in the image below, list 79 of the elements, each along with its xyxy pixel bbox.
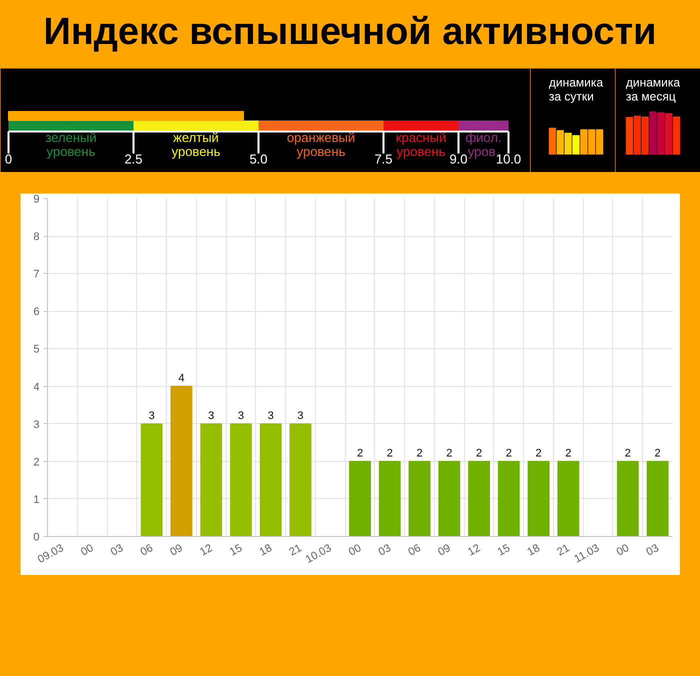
- data-label: 3: [268, 410, 274, 422]
- bar: [260, 423, 282, 536]
- bar: [556, 130, 564, 154]
- bar: [290, 423, 312, 536]
- x-tick-label: 7.5: [374, 152, 393, 166]
- data-label: 2: [476, 447, 482, 460]
- data-label: 2: [506, 447, 512, 460]
- band-label: оранжевый уровень: [286, 130, 356, 160]
- x-tick-label: 21: [555, 542, 572, 559]
- data-label: 2: [386, 447, 393, 460]
- chart-title: динамика за месяц: [626, 76, 680, 104]
- x-tick-label: 9.0: [449, 152, 468, 166]
- bar: [498, 460, 520, 536]
- x-tick-label: 06: [138, 542, 156, 559]
- data-label: 2: [565, 447, 572, 460]
- bar: [468, 460, 490, 536]
- y-tick-label: 0: [33, 532, 40, 544]
- y-tick-label: 5: [33, 344, 40, 356]
- y-tick-label: 9: [33, 194, 40, 206]
- x-tick-label: 09: [168, 542, 185, 559]
- y-tick-label: 1: [33, 494, 40, 506]
- x-tick-label: 2.5: [124, 152, 143, 166]
- bar: [528, 460, 550, 536]
- bar: [646, 460, 669, 536]
- x-tick-label: 03: [644, 542, 661, 559]
- x-tick-label: 15: [228, 542, 244, 559]
- x-tick-label: 00: [346, 542, 364, 559]
- bar: [349, 460, 371, 536]
- bar: [564, 132, 572, 154]
- bar: [408, 460, 430, 536]
- data-label: 2: [624, 447, 631, 460]
- bar: [170, 386, 192, 536]
- data-label: 2: [446, 447, 452, 460]
- data-label: 4: [178, 372, 184, 384]
- x-tick-label: 03: [376, 542, 394, 559]
- data-label: 2: [654, 447, 661, 460]
- x-tick-label: 18: [525, 542, 542, 559]
- y-tick-label: 8: [33, 231, 40, 244]
- x-tick-label: 10.0: [496, 152, 522, 166]
- x-tick-label: 09.03: [36, 542, 66, 566]
- x-tick-label: 09: [436, 542, 453, 559]
- x-tick-label: 06: [406, 542, 423, 559]
- band-label: желтый уровень: [172, 130, 221, 160]
- y-tick-label: 6: [33, 306, 40, 318]
- bar: [557, 460, 580, 536]
- y-tick-label: 2: [33, 456, 40, 468]
- x-tick-label: 00: [79, 542, 96, 559]
- band-label: зеленый уровень: [45, 130, 97, 160]
- bar: [616, 460, 639, 536]
- x-tick-label: 18: [258, 542, 274, 559]
- y-tick-label: 3: [33, 418, 40, 431]
- bar: [200, 423, 222, 536]
- x-tick-label: 12: [198, 542, 215, 559]
- data-label: 3: [297, 410, 304, 422]
- data-label: 2: [356, 447, 364, 460]
- x-tick-label: 5.0: [249, 152, 268, 166]
- y-tick-label: 7: [33, 268, 40, 281]
- chart-title: Индекс вспышечной активности: [42, 10, 658, 55]
- x-tick-label: 12: [466, 542, 482, 559]
- data-label: 3: [148, 410, 155, 422]
- bar: [230, 423, 252, 536]
- bar: [548, 128, 556, 154]
- x-tick-label: 21: [287, 542, 304, 559]
- band-label: красный уровень: [396, 130, 446, 160]
- y-tick-label: 4: [33, 381, 40, 394]
- x-tick-label: 00: [614, 542, 632, 559]
- bar: [438, 460, 460, 536]
- data-label: 2: [536, 447, 542, 460]
- chart-title: динамика за сутки: [548, 76, 604, 104]
- data-label: 3: [238, 410, 244, 422]
- x-tick-label: 15: [496, 542, 512, 559]
- x-tick-label: 0: [4, 152, 12, 166]
- bar: [378, 460, 401, 536]
- bar: [140, 423, 163, 536]
- data-label: 2: [416, 447, 423, 460]
- data-label: 3: [208, 410, 214, 422]
- x-tick-label: 11.03: [572, 542, 602, 566]
- x-tick-label: 03: [108, 542, 126, 559]
- bar: [572, 135, 580, 154]
